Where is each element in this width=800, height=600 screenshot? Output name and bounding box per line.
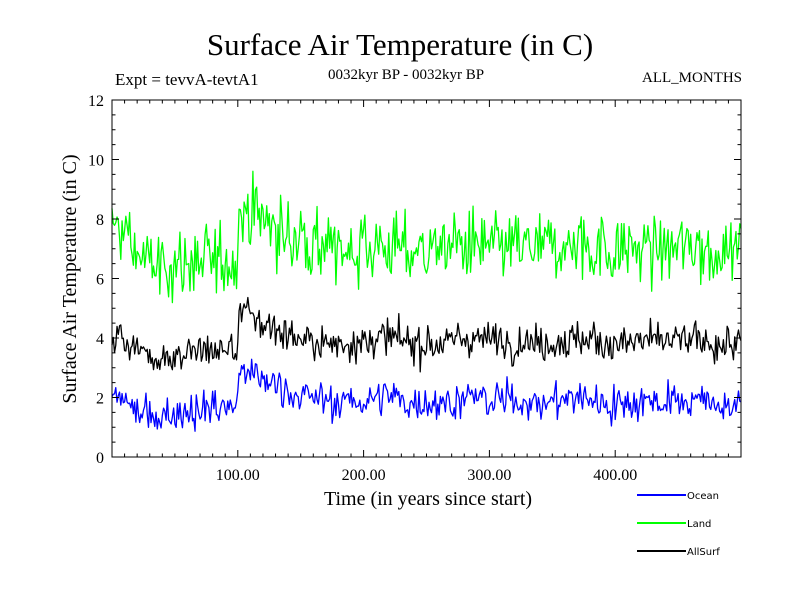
x-axis-label: Time (in years since start) bbox=[324, 488, 532, 510]
y-tick-label: 4 bbox=[96, 331, 104, 348]
months-label: ALL_MONTHS bbox=[642, 70, 742, 86]
legend-label-allsurf: AllSurf bbox=[687, 547, 720, 558]
y-axis-label: Surface Air Temperature (in C) bbox=[59, 154, 81, 403]
y-tick-label: 0 bbox=[96, 450, 104, 467]
y-tick-label: 10 bbox=[88, 153, 104, 170]
axes-layer: 0 2 4 6 8 10 12 100.00 200.00 300.00 400.00 bbox=[88, 93, 741, 484]
series-line-land bbox=[111, 170, 742, 304]
series-line-ocean bbox=[111, 358, 742, 432]
legend-label-ocean: Ocean bbox=[687, 491, 719, 502]
legend: Ocean Land AllSurf bbox=[637, 491, 720, 558]
y-tick-label: 12 bbox=[88, 93, 104, 110]
series-line-allsurf bbox=[111, 296, 742, 373]
x-tick-label: 200.00 bbox=[342, 467, 386, 484]
y-tick-label: 2 bbox=[96, 391, 104, 408]
period-label: 0032kyr BP - 0032kyr BP bbox=[328, 67, 485, 83]
experiment-label: Expt = tevvA-tevtA1 bbox=[115, 70, 259, 89]
chart-title: Surface Air Temperature (in C) bbox=[206, 27, 594, 62]
y-tick-label: 6 bbox=[96, 272, 104, 289]
series-layer bbox=[111, 170, 742, 432]
legend-label-land: Land bbox=[687, 519, 711, 530]
x-tick-label: 100.00 bbox=[216, 467, 260, 484]
x-tick-label: 400.00 bbox=[593, 467, 637, 484]
y-tick-label: 8 bbox=[96, 212, 104, 229]
x-tick-label: 300.00 bbox=[467, 467, 511, 484]
